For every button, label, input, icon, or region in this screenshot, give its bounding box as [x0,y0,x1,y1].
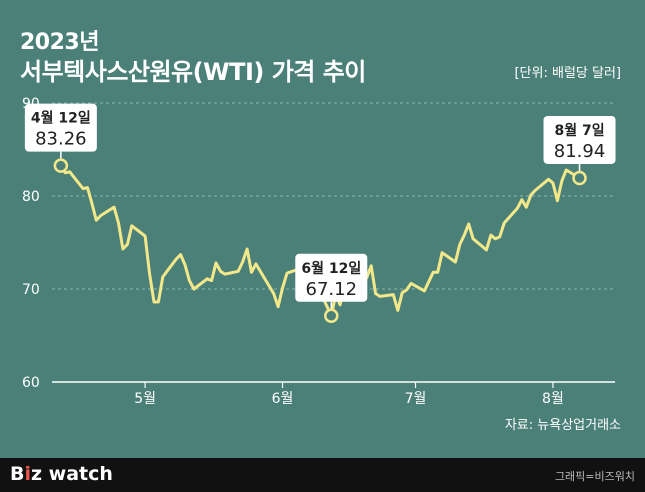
annotation-date: 6월 12일 [301,260,361,277]
x-tick-label: 6월 [272,391,294,407]
y-tick-label: 70 [22,282,40,298]
axes: 607080905월6월7월8월 [22,96,615,407]
annotation-box [543,115,616,164]
unit-label: [단위: 배럴당 달러] [514,66,621,81]
annotation-marker [324,308,339,324]
annotation: 6월 12일 67.12 [295,253,368,324]
annotation-marker [572,170,587,186]
x-tick-label: 7월 [405,391,427,407]
annotation-box [24,103,97,152]
grid-lines [52,102,615,290]
annotation-date: 4월 12일 [31,110,91,127]
y-tick-label: 80 [22,189,40,205]
annotation-box [295,253,368,302]
graphic-credit: 그래픽=비즈워치 [554,470,635,483]
annotation: 8월 7일 81.94 [543,115,616,186]
chart-year: 2023년 [20,30,99,55]
annotation: 4월 12일 83.26 [24,103,97,173]
x-tick-label: 8월 [542,391,564,407]
annotation-date: 8월 7일 [554,122,604,139]
chart-title: 서부텍사스산원유(WTI) 가격 추이 [20,58,366,86]
footer-bar: Biz watch 그래픽=비즈워치 [0,458,645,492]
brand-logo: Biz watch [10,463,113,485]
annotation-value: 83.26 [35,129,87,150]
annotation-value: 81.94 [554,141,606,162]
y-tick-label: 60 [22,375,40,391]
annotation-value: 67.12 [306,279,358,300]
annotation-marker [53,158,69,173]
annotations: 4월 12일 83.26 6월 12일 67.12 8월 7일 81.94 [24,103,616,324]
x-tick-label: 5월 [134,391,156,407]
source-label: 자료: 뉴욕상업거래소 [504,418,621,433]
